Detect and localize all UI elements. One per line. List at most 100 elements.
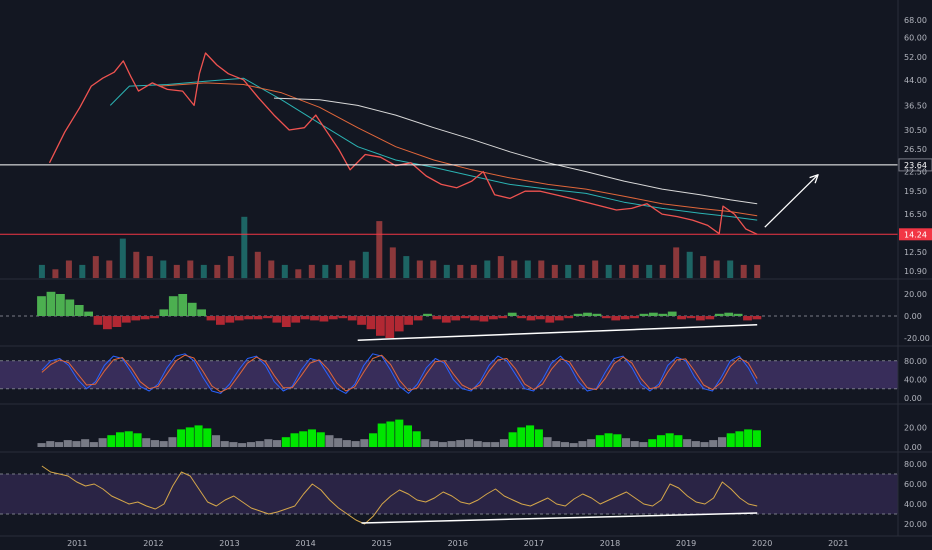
price-tick-label: -20.00 [904, 334, 930, 343]
momentum-bar [498, 316, 508, 319]
momentum-pane[interactable] [0, 291, 932, 347]
volume-oscillator-bar [656, 435, 665, 447]
volume-oscillator-bar [447, 441, 456, 447]
momentum-bar [620, 316, 630, 320]
rsi-band [0, 474, 898, 514]
volume-bar [281, 264, 288, 278]
volume-oscillator-bar [421, 439, 430, 447]
momentum-bar [451, 316, 461, 321]
volume-bar [187, 260, 194, 278]
momentum-bar [705, 316, 715, 320]
momentum-bar [639, 313, 649, 316]
volume-bar [322, 264, 329, 278]
volume-oscillator-bar [665, 433, 674, 447]
volume-bar [160, 260, 167, 278]
momentum-bar [84, 311, 93, 316]
momentum-bar [696, 316, 705, 321]
momentum-bar [752, 316, 762, 320]
momentum-bar [733, 313, 743, 316]
momentum-bar [536, 316, 545, 320]
price-pane[interactable] [0, 52, 932, 280]
momentum-bar [310, 316, 319, 321]
rsi-trendline [361, 512, 758, 524]
volume-oscillator-bar [168, 437, 177, 447]
rsi-pane[interactable] [0, 465, 932, 537]
volume-bar [430, 260, 437, 278]
momentum-bar [479, 316, 489, 322]
momentum-bar [432, 316, 442, 320]
volume-oscillator-bar [98, 438, 107, 447]
volume-oscillator-pane[interactable] [0, 419, 932, 453]
momentum-bar [272, 316, 282, 323]
price-scale[interactable]: 23.64 14.24 68.00 60.00 52.00 44.00 36.50 30.50… [897, 0, 932, 536]
volume-bar [335, 264, 342, 278]
momentum-bar [46, 291, 56, 316]
volume-oscillator-bar [325, 435, 334, 447]
volume-bar [268, 260, 275, 278]
volume-bar [133, 251, 140, 279]
volume-oscillator-bar [648, 439, 657, 447]
volume-bar [673, 247, 680, 278]
stochastic-pane[interactable] [0, 353, 932, 405]
volume-oscillator-bar [744, 429, 753, 447]
volume-oscillator-bar [133, 433, 142, 447]
volume-oscillator-bar [709, 440, 718, 447]
volume-oscillator-bar [203, 428, 212, 447]
volume-oscillator-bar [142, 438, 151, 447]
price-tick-label: 68.00 [904, 16, 927, 25]
momentum-bar [357, 316, 366, 325]
momentum-bar [554, 316, 564, 321]
volume-bar [632, 264, 639, 278]
volume-bar [349, 260, 356, 278]
volume-oscillator-bar [412, 431, 421, 447]
momentum-bar [178, 294, 188, 316]
time-tick-label: 2013 [219, 539, 239, 548]
price-tick-label: 36.50 [904, 101, 927, 110]
momentum-bar [460, 316, 470, 319]
volume-bar [578, 264, 585, 278]
level-badge [899, 228, 932, 241]
volume-oscillator-bar [81, 439, 90, 447]
momentum-bar [319, 316, 329, 322]
volume-oscillator-bar [499, 439, 508, 447]
volume-bar [254, 251, 261, 279]
volume-bar [52, 269, 59, 279]
volume-oscillator-bar [560, 442, 569, 447]
volume-bar [227, 256, 234, 278]
momentum-bar [423, 313, 432, 316]
volume-bar [592, 260, 599, 278]
volume-bar [92, 256, 99, 278]
volume-oscillator-bar [316, 432, 325, 447]
volume-oscillator-bar [351, 441, 360, 447]
volume-oscillator-bar [264, 439, 273, 447]
momentum-bar [244, 316, 253, 320]
volume-bar [659, 264, 666, 278]
momentum-bar [441, 316, 451, 323]
volume-bar [173, 264, 180, 278]
volume-oscillator-bar [72, 441, 81, 447]
momentum-bar [140, 316, 150, 320]
volume-oscillator-bar [403, 425, 412, 447]
time-tick-label: 2018 [600, 539, 620, 548]
volume-oscillator-bar [587, 439, 596, 447]
momentum-bar [159, 309, 169, 316]
price-tick-label: 80.00 [904, 357, 927, 366]
moving-average-line [273, 97, 758, 205]
momentum-bar [376, 316, 385, 336]
price-tick-label: 16.50 [904, 210, 927, 219]
volume-oscillator-bar [735, 431, 744, 447]
volume-oscillator-bar [273, 440, 282, 447]
momentum-bar [385, 316, 395, 338]
volume-oscillator-bar [595, 435, 604, 447]
momentum-bar [216, 316, 225, 325]
momentum-bar [328, 316, 338, 320]
momentum-bar [470, 316, 479, 321]
volume-oscillator-bar [517, 427, 526, 447]
momentum-bar [413, 316, 423, 321]
volume-oscillator-bar [307, 429, 316, 447]
volume-oscillator-bar [552, 441, 561, 447]
momentum-bar [592, 313, 602, 316]
momentum-bar [168, 296, 178, 316]
level-badge-label: 14.24 [904, 230, 927, 239]
